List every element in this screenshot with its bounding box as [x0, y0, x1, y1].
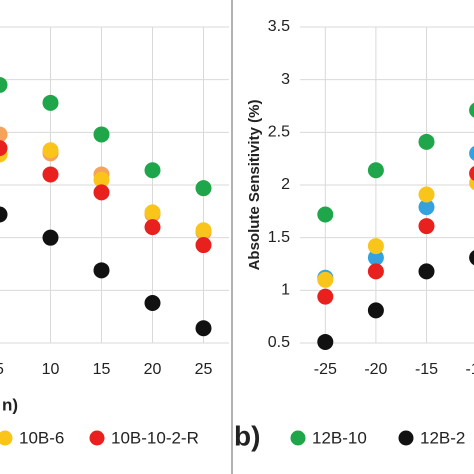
- legend-label: 12B-2: [420, 428, 465, 447]
- y-tick-label: 2: [281, 176, 290, 193]
- x-tick-label: 20: [144, 361, 162, 378]
- data-point: [144, 294, 161, 311]
- data-point: [144, 162, 161, 179]
- y-tick-label: 3.5: [268, 18, 290, 35]
- data-point: [195, 222, 212, 239]
- data-point: [93, 262, 110, 279]
- data-point: [144, 204, 161, 221]
- legend-label: 10B-10-2-R: [111, 428, 199, 447]
- y-tick-label: 1.5: [268, 229, 290, 246]
- x-tick-label: -15: [415, 361, 438, 378]
- y-tick-label: 0.5: [268, 334, 290, 351]
- data-point: [469, 250, 474, 266]
- data-point: [195, 237, 212, 254]
- data-point: [195, 320, 212, 337]
- data-point: [42, 94, 59, 111]
- data-point: [0, 140, 8, 157]
- legend-marker: [0, 430, 13, 446]
- data-point: [469, 102, 474, 118]
- data-point: [317, 333, 334, 350]
- data-point: [418, 199, 435, 216]
- data-point: [317, 288, 334, 305]
- data-point: [0, 76, 8, 93]
- data-point: [367, 302, 384, 319]
- legend-label: 12B-10: [312, 428, 367, 447]
- data-point: [418, 186, 435, 203]
- data-point: [93, 184, 110, 201]
- data-point: [42, 229, 59, 246]
- x-tick-label: 15: [93, 361, 111, 378]
- data-point: [93, 171, 110, 188]
- data-point: [367, 162, 384, 179]
- data-point: [367, 263, 384, 280]
- panel-label: b): [234, 420, 260, 451]
- data-point: [418, 218, 435, 235]
- data-point: [367, 238, 384, 255]
- legend-marker: [89, 430, 105, 446]
- legend-marker: [290, 430, 306, 446]
- data-point: [42, 166, 59, 183]
- data-point: [418, 133, 435, 150]
- data-point: [93, 126, 110, 143]
- x-tick-label: 10: [42, 361, 60, 378]
- x-axis-label: n): [2, 395, 18, 414]
- data-point: [144, 219, 161, 236]
- data-point: [195, 180, 212, 197]
- x-tick-label: 5: [0, 361, 4, 378]
- legend-label: 10B-6: [19, 428, 64, 447]
- data-point: [317, 206, 334, 223]
- x-tick-label: 25: [195, 361, 213, 378]
- y-axis-label: Absolute Sensitivity (%): [246, 100, 263, 271]
- x-tick-label: -20: [364, 361, 387, 378]
- legend-marker: [398, 430, 414, 446]
- data-point: [317, 271, 334, 288]
- x-tick-label: -25: [314, 361, 337, 378]
- data-point: [367, 249, 384, 266]
- data-point: [0, 126, 8, 143]
- data-point: [0, 206, 8, 223]
- data-point: [469, 146, 474, 161]
- y-tick-label: 1: [281, 282, 290, 299]
- x-tick-label: -10: [466, 361, 474, 378]
- data-point: [469, 166, 474, 181]
- data-point: [42, 142, 59, 159]
- y-tick-label: 2.5: [268, 124, 290, 141]
- y-tick-label: 3: [281, 71, 290, 88]
- data-point: [418, 263, 435, 280]
